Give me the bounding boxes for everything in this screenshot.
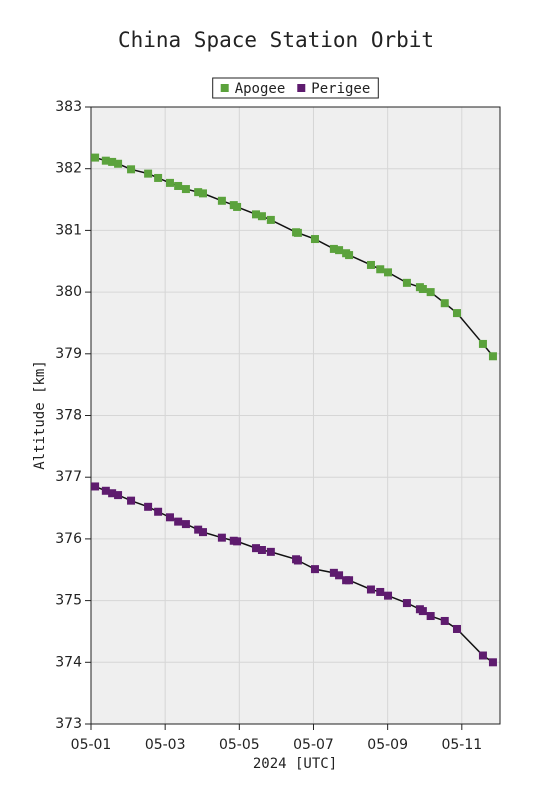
data-point xyxy=(384,591,393,600)
data-point xyxy=(266,547,275,556)
data-point xyxy=(366,260,375,269)
legend-label: Apogee xyxy=(235,81,286,97)
data-point xyxy=(452,309,461,318)
data-point xyxy=(418,285,427,294)
data-point xyxy=(154,173,163,182)
y-tick-label: 373 xyxy=(55,716,82,732)
data-point xyxy=(91,482,100,491)
data-point xyxy=(165,513,174,522)
data-point xyxy=(329,568,338,577)
data-point xyxy=(310,235,319,244)
data-point xyxy=(293,228,302,237)
y-tick-label: 379 xyxy=(55,346,82,362)
data-point xyxy=(174,517,183,526)
data-point xyxy=(194,188,203,197)
data-point xyxy=(376,265,385,274)
y-tick-label: 383 xyxy=(55,99,82,115)
legend: Apogee Perigee xyxy=(212,77,379,99)
chart-title: China Space Station Orbit xyxy=(118,28,434,52)
data-point xyxy=(335,571,344,580)
data-point xyxy=(440,616,449,625)
data-point xyxy=(329,244,338,253)
data-point xyxy=(114,491,123,500)
x-tick-label: 05-09 xyxy=(367,737,408,753)
x-tick-label: 05-01 xyxy=(71,737,112,753)
data-point xyxy=(108,489,117,498)
data-point xyxy=(266,215,275,224)
y-tick-label: 376 xyxy=(55,531,82,547)
data-point xyxy=(402,599,411,608)
data-point xyxy=(488,352,497,361)
legend-swatch xyxy=(297,84,306,92)
data-point xyxy=(335,246,344,255)
data-point xyxy=(198,528,207,537)
data-point xyxy=(217,533,226,542)
data-point xyxy=(144,502,153,511)
y-tick-label: 382 xyxy=(55,161,82,177)
data-point xyxy=(384,268,393,277)
data-point xyxy=(418,607,427,616)
data-point xyxy=(181,185,190,194)
data-point xyxy=(101,486,110,495)
y-tick-label: 381 xyxy=(55,222,82,238)
data-point xyxy=(181,520,190,529)
data-point xyxy=(252,210,261,219)
y-tick-label: 377 xyxy=(55,469,82,485)
data-point xyxy=(165,178,174,187)
data-point xyxy=(257,212,266,221)
data-point xyxy=(478,651,487,660)
data-point xyxy=(402,278,411,287)
data-point xyxy=(426,612,435,621)
x-tick-label: 05-11 xyxy=(441,737,482,753)
data-point xyxy=(252,544,261,553)
data-point xyxy=(376,587,385,596)
data-point xyxy=(174,181,183,190)
data-point xyxy=(217,196,226,205)
data-point xyxy=(426,288,435,297)
data-point xyxy=(101,156,110,165)
data-point xyxy=(114,159,123,168)
data-point xyxy=(154,507,163,516)
data-point xyxy=(478,339,487,348)
data-point xyxy=(440,299,449,308)
data-point xyxy=(293,556,302,565)
y-axis-label: Altitude [km] xyxy=(32,360,48,470)
legend-label: Perigee xyxy=(311,81,370,97)
data-point xyxy=(257,546,266,555)
data-point xyxy=(345,576,354,585)
data-point xyxy=(233,537,242,546)
data-point xyxy=(233,202,242,211)
data-point xyxy=(310,565,319,574)
data-point xyxy=(127,165,136,174)
legend-swatch xyxy=(220,84,229,92)
y-tick-label: 375 xyxy=(55,593,82,609)
data-point xyxy=(108,157,117,166)
x-tick-label: 05-05 xyxy=(219,737,260,753)
x-axis-label: 2024 [UTC] xyxy=(253,756,337,772)
plot-frame xyxy=(90,106,501,725)
data-point xyxy=(144,169,153,178)
data-point xyxy=(366,585,375,594)
data-point xyxy=(127,496,136,505)
data-point xyxy=(91,153,100,162)
y-tick-label: 380 xyxy=(55,284,82,300)
x-tick-label: 05-07 xyxy=(293,737,334,753)
data-point xyxy=(345,251,354,260)
y-tick-label: 378 xyxy=(55,408,82,424)
data-point xyxy=(198,189,207,198)
y-tick-label: 374 xyxy=(55,654,82,670)
legend-box xyxy=(212,77,379,99)
x-tick-label: 05-03 xyxy=(145,737,186,753)
data-point xyxy=(452,624,461,633)
data-point xyxy=(488,658,497,667)
data-point xyxy=(194,525,203,534)
